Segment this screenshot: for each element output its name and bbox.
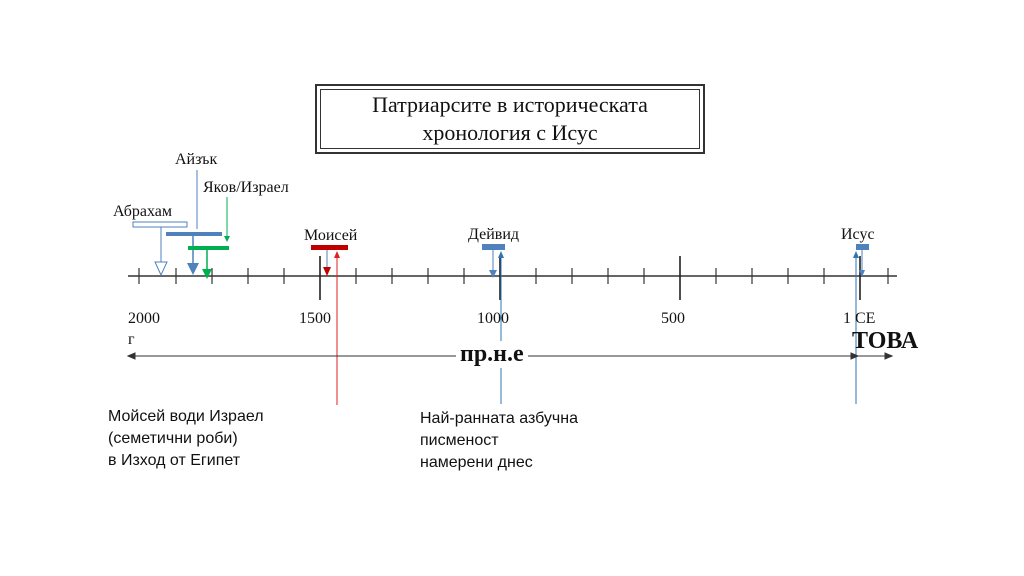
moses-label: Моисей xyxy=(304,227,358,244)
jacob-label: Яков/Израел xyxy=(203,179,289,196)
isaac-label: Айзък xyxy=(175,151,218,168)
now-era-arrow xyxy=(858,352,894,360)
minor-ticks xyxy=(138,268,889,284)
tick-label-1ce: 1 CE xyxy=(843,310,876,327)
jesus-pointer-line xyxy=(853,251,859,404)
exodus-note: Мойсей води Израел (семетични роби) в Из… xyxy=(108,408,264,469)
tick-label-1500: 1500 xyxy=(299,310,331,327)
abraham-marker xyxy=(132,221,188,277)
jesus-label: Исус xyxy=(841,226,875,243)
tick-label-2000-suffix: г xyxy=(128,331,135,348)
diagram-title: Патриарсите в историческата хронология с… xyxy=(320,89,700,149)
abraham-label: Абрахам xyxy=(113,203,172,220)
era-label-bce: пр.н.е xyxy=(456,341,528,368)
tick-label-1000: 1000 xyxy=(477,310,509,327)
tick-label-500: 500 xyxy=(661,310,685,327)
major-ticks xyxy=(319,256,861,300)
moses-marker xyxy=(311,245,348,276)
jacob-marker xyxy=(188,197,230,279)
alphabet-pointer-line xyxy=(498,251,504,404)
title-box: Патриарсите в историческата хронология с… xyxy=(315,84,705,154)
exodus-pointer-line xyxy=(334,251,340,405)
era-label-now: ТОВА xyxy=(852,328,919,354)
jesus-marker xyxy=(856,244,869,277)
david-label: Дейвид xyxy=(468,226,520,243)
tick-label-2000: 2000 xyxy=(128,310,160,327)
alphabet-note: Най-ранната азбучна писменост намерени д… xyxy=(420,410,578,471)
david-marker xyxy=(482,244,505,278)
